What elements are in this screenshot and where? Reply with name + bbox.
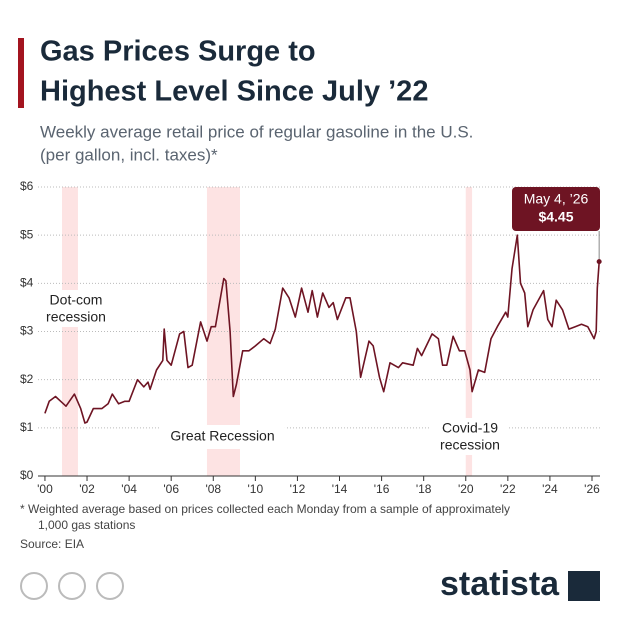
y-tick-label: $3 [20,324,34,338]
x-tick-label: '26 [584,482,600,496]
recession-label: recession [440,437,500,453]
x-tick-label: '22 [500,482,516,496]
recession-label: Great Recession [170,428,274,444]
y-tick-label: $2 [20,372,34,386]
chart-title: Highest Level Since July ’22 [40,76,428,108]
license-icons [20,572,124,600]
x-tick-label: '06 [163,482,179,496]
annotation-box [37,290,115,327]
title-bar [18,38,24,108]
annotation-box [159,425,286,449]
x-tick-label: '12 [290,482,306,496]
y-tick-label: $4 [20,276,34,290]
brand-icon [568,571,600,601]
callout-date: May 4, ’26 [524,191,589,207]
callout-point [596,259,602,265]
chart-title: Gas Prices Surge to [40,36,316,68]
x-tick-label: '16 [374,482,390,496]
footnote: * Weighted average based on prices colle… [20,502,510,516]
footnote: 1,000 gas stations [38,518,135,532]
recession-band [465,187,473,476]
x-tick-label: '20 [458,482,474,496]
x-tick-label: '18 [416,482,432,496]
callout-box [512,187,600,231]
y-tick-label: $6 [20,179,34,193]
source: Source: EIA [20,537,84,551]
recession-label: recession [46,309,106,325]
x-tick-label: '00 [37,482,53,496]
chart-subtitle: (per gallon, incl. taxes)* [40,145,218,164]
price-line [44,234,600,424]
x-tick-label: '14 [332,482,348,496]
x-tick-label: '04 [121,482,137,496]
x-tick-label: '02 [79,482,95,496]
x-tick-label: '08 [205,482,221,496]
brand-logo: statista [440,565,560,603]
chart-subtitle: Weekly average retail price of regular g… [40,122,473,141]
x-tick-label: '24 [542,482,558,496]
y-tick-label: $5 [20,227,34,241]
recession-band [61,187,78,476]
x-tick-label: '10 [248,482,264,496]
callout-value: $4.45 [538,209,573,225]
recession-label: Covid-19 [442,420,498,436]
annotation-box [431,418,509,455]
y-tick-label: $0 [20,468,34,482]
recession-label: Dot-com [50,292,103,308]
y-tick-label: $1 [20,420,34,434]
